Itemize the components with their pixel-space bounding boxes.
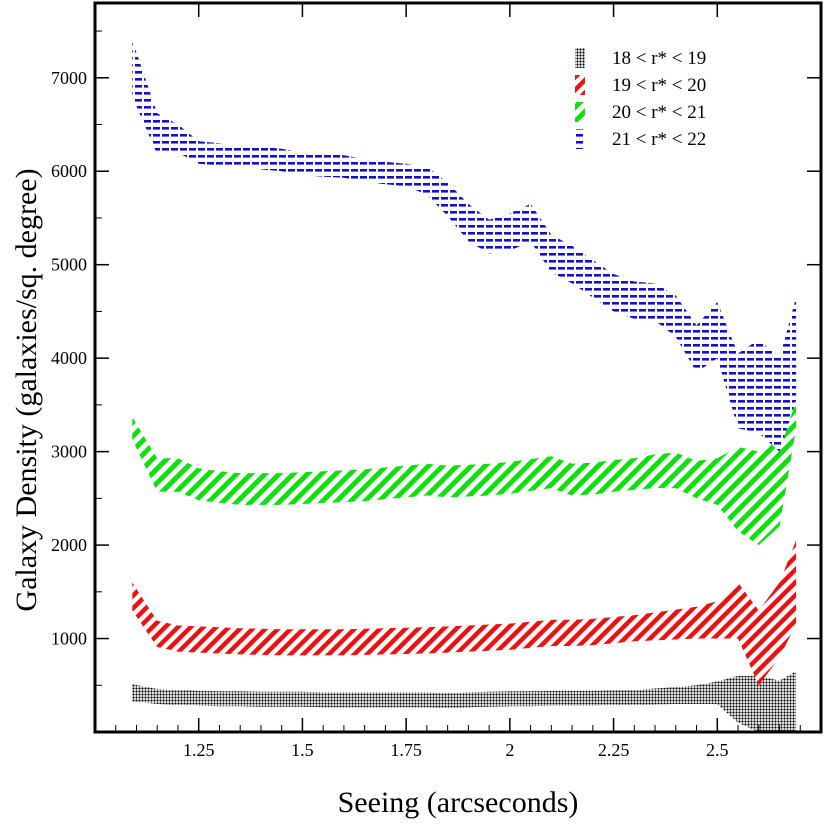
x-tick-label: 1.75 [390, 740, 422, 760]
legend-label-4: 21 < r* < 22 [612, 129, 706, 150]
y-tick-label: 4000 [51, 348, 87, 368]
legend-swatch-3 [575, 102, 585, 122]
x-tick-label: 2.25 [598, 740, 630, 760]
legend-label-2: 19 < r* < 20 [612, 75, 706, 96]
y-axis-title: Galaxy Density (galaxies/sq. degree) [10, 168, 43, 611]
legend-swatch-4 [575, 129, 585, 149]
y-tick-label: 7000 [51, 68, 87, 88]
series-band-1 [132, 671, 797, 732]
x-tick-label: 1.5 [291, 740, 314, 760]
x-axis-ticks: 1.25 1.5 1.75 2 2.25 2.5 [115, 3, 822, 760]
x-tick-label: 1.25 [183, 740, 215, 760]
y-tick-label: 1000 [51, 629, 87, 649]
x-axis-title: Seeing (arcseconds) [338, 786, 579, 819]
x-tick-label: 2.5 [706, 740, 729, 760]
y-tick-label: 3000 [51, 442, 87, 462]
legend-swatch-1 [575, 48, 585, 68]
y-axis-ticks: 1000 2000 3000 4000 5000 6000 7000 [51, 30, 821, 686]
plot-frame [93, 1, 823, 734]
legend-swatch-2 [575, 75, 585, 95]
series-band-2 [132, 540, 797, 686]
legend: 18 < r* < 19 19 < r* < 20 20 < r* < 21 21 <… [575, 48, 706, 150]
series-band-3 [132, 325, 797, 546]
y-tick-label: 6000 [51, 161, 87, 181]
y-tick-label: 2000 [51, 535, 87, 555]
x-tick-label: 2 [505, 740, 514, 760]
y-tick-label: 5000 [51, 255, 87, 275]
legend-label-1: 18 < r* < 19 [612, 48, 706, 69]
series-layer [132, 40, 797, 732]
legend-label-3: 20 < r* < 21 [612, 102, 706, 123]
